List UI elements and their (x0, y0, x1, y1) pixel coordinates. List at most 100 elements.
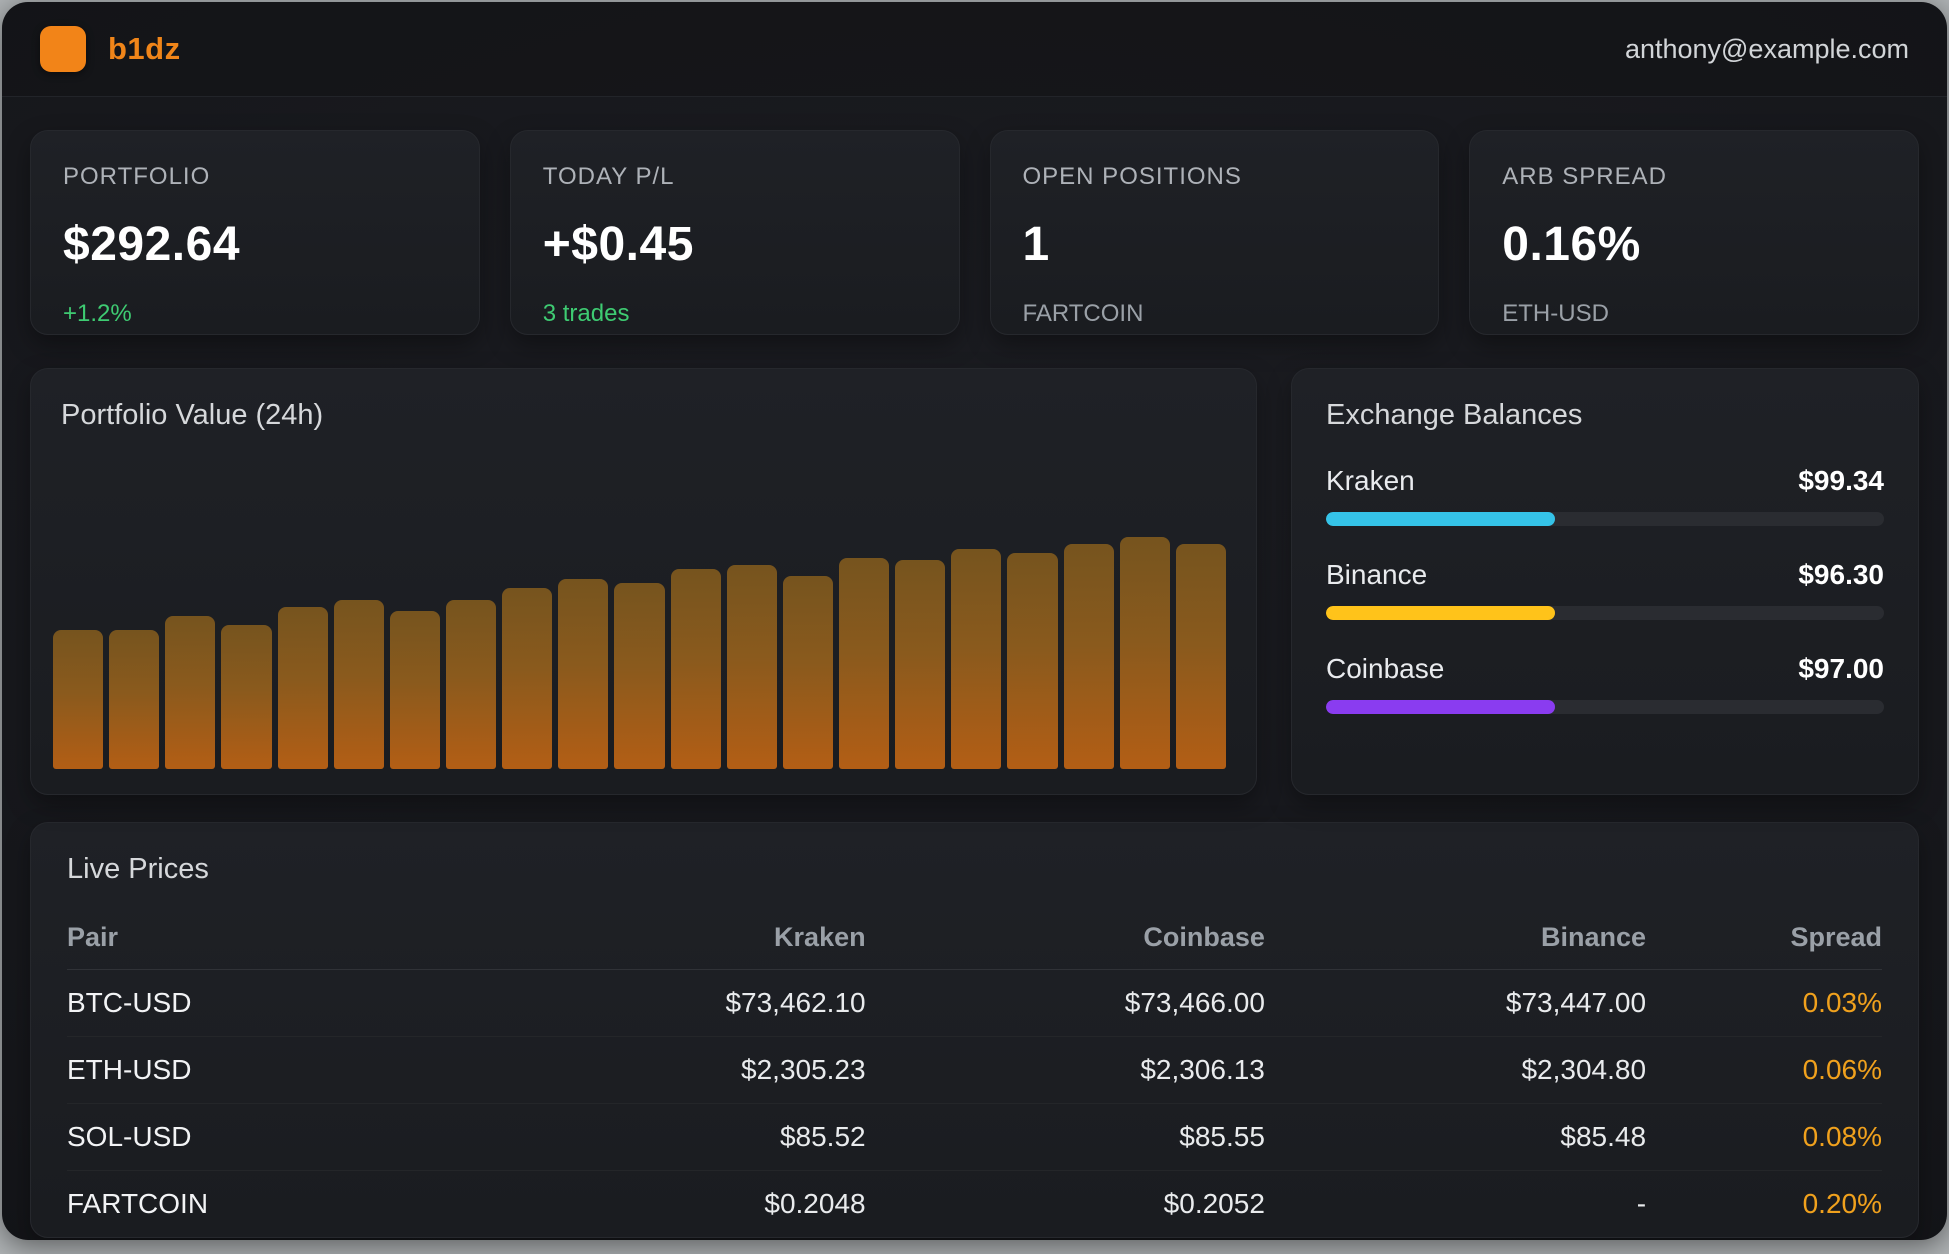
table-row: ETH-USD $2,305.23 $2,306.13 $2,304.80 0.06% (67, 1036, 1882, 1104)
price-cell: - (1636, 1188, 1647, 1219)
stat-cards-row: PORTFOLIO $292.64 +1.2% TODAY P/L +$0.45… (30, 130, 1919, 335)
portfolio-bar (502, 588, 553, 769)
chart-title: Portfolio Value (24h) (61, 399, 324, 431)
balance-track (1326, 700, 1884, 714)
stat-sub: 3 trades (542, 300, 630, 327)
column-header: Binance (1264, 904, 1647, 970)
balance-fill (1326, 700, 1555, 714)
portfolio-bar (109, 629, 160, 769)
spread-cell: 0.06% (1646, 1036, 1882, 1104)
brand-logo-icon (40, 26, 86, 72)
table-row: FARTCOIN $0.2048 $0.2052 - 0.20% (67, 1171, 1882, 1238)
exchange-balance: $96.30 (1798, 559, 1884, 590)
exchange-balance: $97.00 (1798, 653, 1884, 684)
price-cell: $85.48 (1264, 1103, 1647, 1171)
portfolio-bar (221, 625, 272, 769)
stat-card-today-pl: TODAY P/L +$0.45 3 trades (509, 130, 960, 335)
stat-sub: FARTCOIN (1022, 300, 1144, 327)
portfolio-bar (445, 599, 497, 769)
portfolio-bar (895, 560, 946, 769)
balance-fill (1326, 512, 1555, 526)
pair-cell: FARTCOIN (67, 1188, 209, 1219)
pair-cell: ETH-USD (67, 1036, 430, 1104)
portfolio-bar (1063, 543, 1114, 769)
stat-value: 0.16% (1502, 218, 1641, 271)
portfolio-bar (782, 576, 833, 769)
stat-sub: +1.2% (63, 300, 132, 327)
spread-cell: 0.20% (1802, 1188, 1882, 1219)
portfolio-bar (389, 611, 440, 769)
stat-value: +$0.45 (542, 218, 694, 271)
balance-fill (1326, 606, 1555, 620)
stat-card-arb-spread: ARB SPREAD 0.16% ETH-USD (1469, 130, 1919, 335)
portfolio-bar (614, 583, 665, 769)
live-prices-title: Live Prices (67, 853, 209, 885)
price-cell: $2,304.80 (1264, 1036, 1647, 1104)
portfolio-bar (558, 578, 609, 769)
stat-label: TODAY P/L (542, 163, 675, 190)
price-cell: $0.2048 (764, 1188, 866, 1219)
stat-card-open-positions: OPEN POSITIONS 1 FARTCOIN (989, 130, 1440, 335)
stat-value: $292.64 (63, 218, 241, 271)
column-header: Pair (67, 904, 430, 970)
pair-cell: BTC-USD (67, 969, 430, 1037)
price-cell: $85.55 (865, 1103, 1265, 1171)
price-cell: $2,305.23 (430, 1036, 866, 1104)
stat-label: PORTFOLIO (63, 163, 211, 190)
brand-name: b1dz (108, 31, 181, 66)
price-cell: $73,447.00 (1264, 969, 1647, 1037)
table-row: SOL-USD $85.52 $85.55 $85.48 0.08% (67, 1103, 1882, 1171)
exchange-name: Binance (1326, 559, 1428, 590)
stat-sub: ETH-USD (1502, 300, 1609, 327)
column-header: Kraken (430, 904, 866, 970)
portfolio-chart-card: Portfolio Value (24h) (30, 368, 1257, 795)
exchange-balance: $99.34 (1798, 465, 1884, 496)
pair-cell: SOL-USD (67, 1103, 430, 1171)
stat-label: ARB SPREAD (1502, 163, 1667, 190)
user-email[interactable]: anthony@example.com (1624, 33, 1909, 64)
main-content: PORTFOLIO $292.64 +1.2% TODAY P/L +$0.45… (2, 130, 1947, 1238)
portfolio-bar (1007, 553, 1058, 769)
balance-row: Coinbase $97.00 (1326, 653, 1884, 714)
price-cell: $73,466.00 (865, 969, 1265, 1037)
table-body: BTC-USD $73,462.10 $73,466.00 $73,447.00 0.0… (67, 969, 1882, 1238)
balance-row: Binance $96.30 (1326, 559, 1884, 620)
balance-track (1326, 512, 1884, 526)
portfolio-bar (1175, 543, 1226, 769)
middle-row: Portfolio Value (24h) Exchange Balances … (30, 368, 1919, 795)
portfolio-bar (333, 599, 384, 769)
portfolio-bar (165, 615, 216, 769)
price-cell: $0.2052 (1163, 1188, 1265, 1219)
exchange-name: Kraken (1326, 465, 1415, 496)
balances-title: Exchange Balances (1326, 399, 1583, 431)
price-cell: $2,306.13 (865, 1036, 1265, 1104)
portfolio-bar (277, 606, 328, 769)
live-prices-card: Live Prices Pair Kraken Coinbase Binance Spr… (30, 822, 1919, 1238)
portfolio-bar (1119, 537, 1170, 769)
live-prices-table: Pair Kraken Coinbase Binance Spread BTC-USD $… (67, 904, 1882, 1237)
portfolio-bars (53, 537, 1226, 769)
price-cell: $73,462.10 (430, 969, 866, 1037)
portfolio-bar (838, 557, 890, 769)
stat-label: OPEN POSITIONS (1022, 163, 1242, 190)
balance-track (1326, 606, 1884, 620)
portfolio-bar (53, 629, 104, 769)
spread-cell: 0.03% (1646, 969, 1882, 1037)
balance-rows: Kraken $99.34 Binance $96.30 Coinbase $97.00 (1326, 465, 1884, 714)
portfolio-bar (726, 564, 777, 769)
exchange-balances-card: Exchange Balances Kraken $99.34 Binance $96… (1291, 368, 1919, 795)
portfolio-bar (670, 569, 721, 769)
price-cell: $85.52 (430, 1103, 866, 1171)
top-bar: b1dz anthony@example.com (2, 2, 1947, 97)
exchange-name: Coinbase (1326, 653, 1445, 684)
table-row: BTC-USD $73,462.10 $73,466.00 $73,447.00 0.0… (67, 969, 1882, 1037)
portfolio-bar (951, 548, 1002, 769)
table-header-row: Pair Kraken Coinbase Binance Spread (67, 904, 1882, 970)
brand[interactable]: b1dz (40, 26, 181, 72)
spread-cell: 0.08% (1646, 1103, 1882, 1171)
stat-card-portfolio: PORTFOLIO $292.64 +1.2% (30, 130, 480, 335)
column-header: Coinbase (865, 904, 1265, 970)
column-header: Spread (1646, 904, 1882, 970)
balance-row: Kraken $99.34 (1326, 465, 1884, 526)
